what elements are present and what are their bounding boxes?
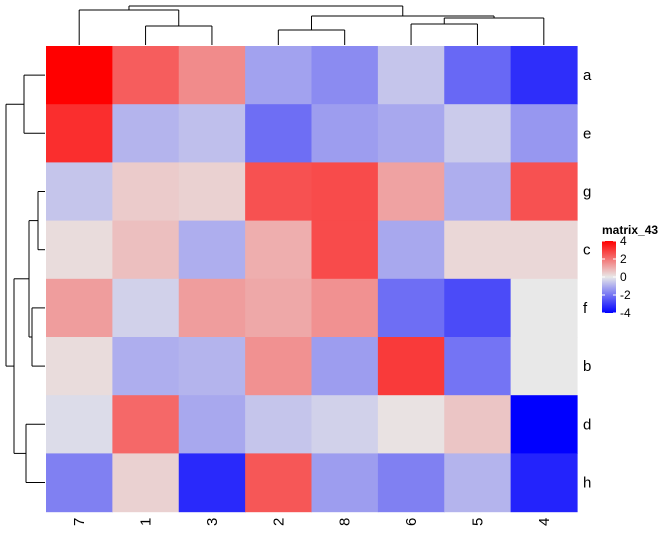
- legend-title: matrix_43: [602, 223, 658, 237]
- heatmap-cell: [377, 395, 445, 454]
- heatmap-cell: [245, 220, 313, 280]
- heatmap-cell: [46, 220, 113, 280]
- heatmap-cell: [46, 162, 113, 222]
- row-label: b: [583, 358, 591, 375]
- heatmap-cell: [178, 395, 246, 454]
- heatmap-cell: [46, 337, 113, 396]
- row-label: e: [583, 125, 591, 142]
- heatmap-cell: [377, 337, 445, 396]
- column-label: 7: [71, 518, 88, 526]
- heatmap-cell: [510, 278, 578, 338]
- legend-tick-label: 4: [620, 234, 627, 248]
- legend-tick-label: 0: [620, 270, 627, 284]
- heatmap-cell: [444, 395, 512, 454]
- heatmap-cell: [178, 453, 246, 513]
- column-label: 4: [536, 518, 553, 526]
- heatmap-cell: [311, 104, 379, 163]
- column-label: 1: [138, 518, 155, 526]
- heatmap-cell: [377, 220, 445, 280]
- heatmap-cell: [444, 337, 512, 396]
- heatmap-cell: [444, 162, 512, 222]
- heatmap-cell: [377, 104, 445, 163]
- heatmap-cell: [245, 104, 313, 163]
- heatmap-cell: [510, 220, 578, 280]
- heatmap-cell: [510, 395, 578, 454]
- heatmap-cell: [311, 162, 379, 222]
- heatmap-cell: [46, 453, 113, 513]
- legend-tick-label: -4: [620, 306, 631, 320]
- heatmap-cell: [245, 46, 313, 105]
- heatmap-cell: [444, 220, 512, 280]
- heatmap-cell: [444, 46, 512, 105]
- heatmap-cell: [444, 104, 512, 163]
- legend-ticks: 4 2 0 -2 -4: [602, 234, 631, 320]
- heatmap-cell: [311, 46, 379, 105]
- heatmap-cell: [46, 278, 113, 338]
- column-label: 8: [337, 518, 354, 526]
- row-label: h: [583, 475, 591, 492]
- heatmap-cell: [377, 278, 445, 338]
- heatmap-cells: [46, 46, 578, 513]
- row-label: c: [583, 242, 591, 259]
- column-label: 3: [204, 518, 221, 526]
- heatmap-cell: [444, 278, 512, 338]
- column-dendrogram: [78, 5, 545, 45]
- heatmap-cell: [178, 46, 246, 105]
- heatmap-cell: [245, 162, 313, 222]
- column-label: 6: [403, 518, 420, 526]
- heatmap-cell: [245, 278, 313, 338]
- heatmap-cell: [112, 278, 180, 338]
- color-legend: matrix_43 4 2 0 -2 -4: [602, 223, 658, 320]
- heatmap-cell: [46, 395, 113, 454]
- row-label: d: [583, 416, 591, 433]
- heatmap-cell: [311, 220, 379, 280]
- column-label: 5: [469, 518, 486, 526]
- heatmap-cell: [245, 453, 313, 513]
- heatmap-cell: [178, 278, 246, 338]
- row-label: a: [583, 67, 592, 84]
- heatmap-cell: [245, 337, 313, 396]
- heatmap-cell: [112, 453, 180, 513]
- heatmap-cell: [112, 162, 180, 222]
- legend-color-bar: [602, 241, 616, 313]
- heatmap-cell: [112, 220, 180, 280]
- heatmap-cell: [311, 278, 379, 338]
- row-label: g: [583, 184, 591, 201]
- heatmap-cell: [112, 46, 180, 105]
- heatmap-cell: [46, 104, 113, 163]
- heatmap-cell: [510, 162, 578, 222]
- legend-tick-label: -2: [620, 288, 631, 302]
- heatmap-cell: [245, 395, 313, 454]
- heatmap-cell: [377, 46, 445, 105]
- heatmap-cell: [311, 395, 379, 454]
- heatmap-cell: [510, 104, 578, 163]
- heatmap-cell: [377, 453, 445, 513]
- heatmap-cell: [112, 104, 180, 163]
- row-dendrogram: [5, 74, 45, 483]
- heatmap-cell: [377, 162, 445, 222]
- row-labels: a e g c f b d h: [583, 67, 592, 491]
- heatmap-cell: [510, 337, 578, 396]
- heatmap-cell: [46, 46, 113, 105]
- column-labels: 7 1 3 2 8 6 5 4: [71, 518, 553, 526]
- legend-tick-label: 2: [620, 252, 627, 266]
- heatmap-cell: [311, 453, 379, 513]
- heatmap-cell: [112, 337, 180, 396]
- heatmap-cell: [510, 453, 578, 513]
- heatmap-cell: [444, 453, 512, 513]
- heatmap-cell: [311, 337, 379, 396]
- heatmap-cell: [178, 162, 246, 222]
- row-label: f: [583, 300, 588, 317]
- heatmap-cell: [178, 337, 246, 396]
- heatmap-cell: [178, 104, 246, 163]
- heatmap-cell: [112, 395, 180, 454]
- heatmap-cell: [510, 46, 578, 105]
- heatmap-cell: [178, 220, 246, 280]
- column-label: 2: [270, 518, 287, 526]
